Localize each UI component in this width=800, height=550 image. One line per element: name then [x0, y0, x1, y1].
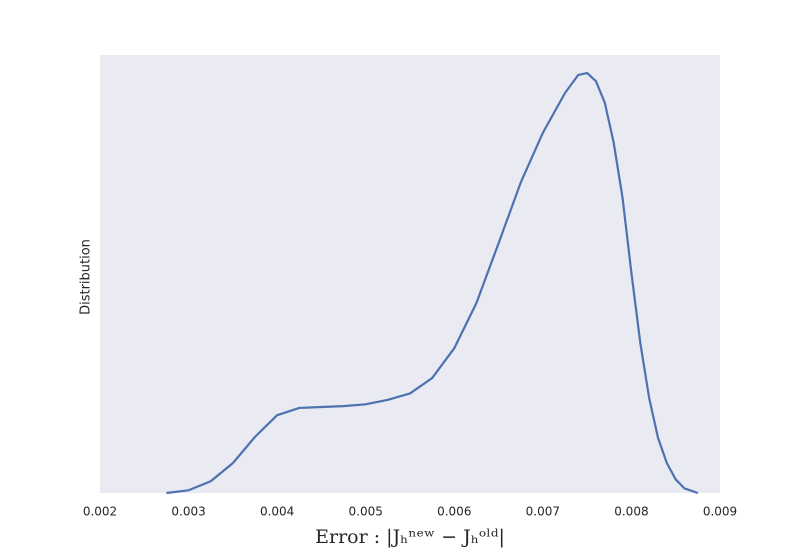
x-tick-label: 0.008: [614, 505, 648, 519]
x-axis-label: Error : |Jₕⁿᵉʷ − Jₕᵒˡᵈ|: [315, 526, 505, 548]
x-tick-label: 0.002: [83, 505, 117, 519]
plot-area: [100, 55, 720, 493]
x-tick-label: 0.009: [703, 505, 737, 519]
line-series: [166, 71, 699, 495]
y-axis-label: Distribution: [79, 239, 94, 315]
x-tick-label: 0.007: [526, 505, 560, 519]
x-tick-label: 0.004: [260, 505, 294, 519]
x-tick-label: 0.003: [171, 505, 205, 519]
x-tick-label: 0.006: [437, 505, 471, 519]
x-tick-label: 0.005: [349, 505, 383, 519]
